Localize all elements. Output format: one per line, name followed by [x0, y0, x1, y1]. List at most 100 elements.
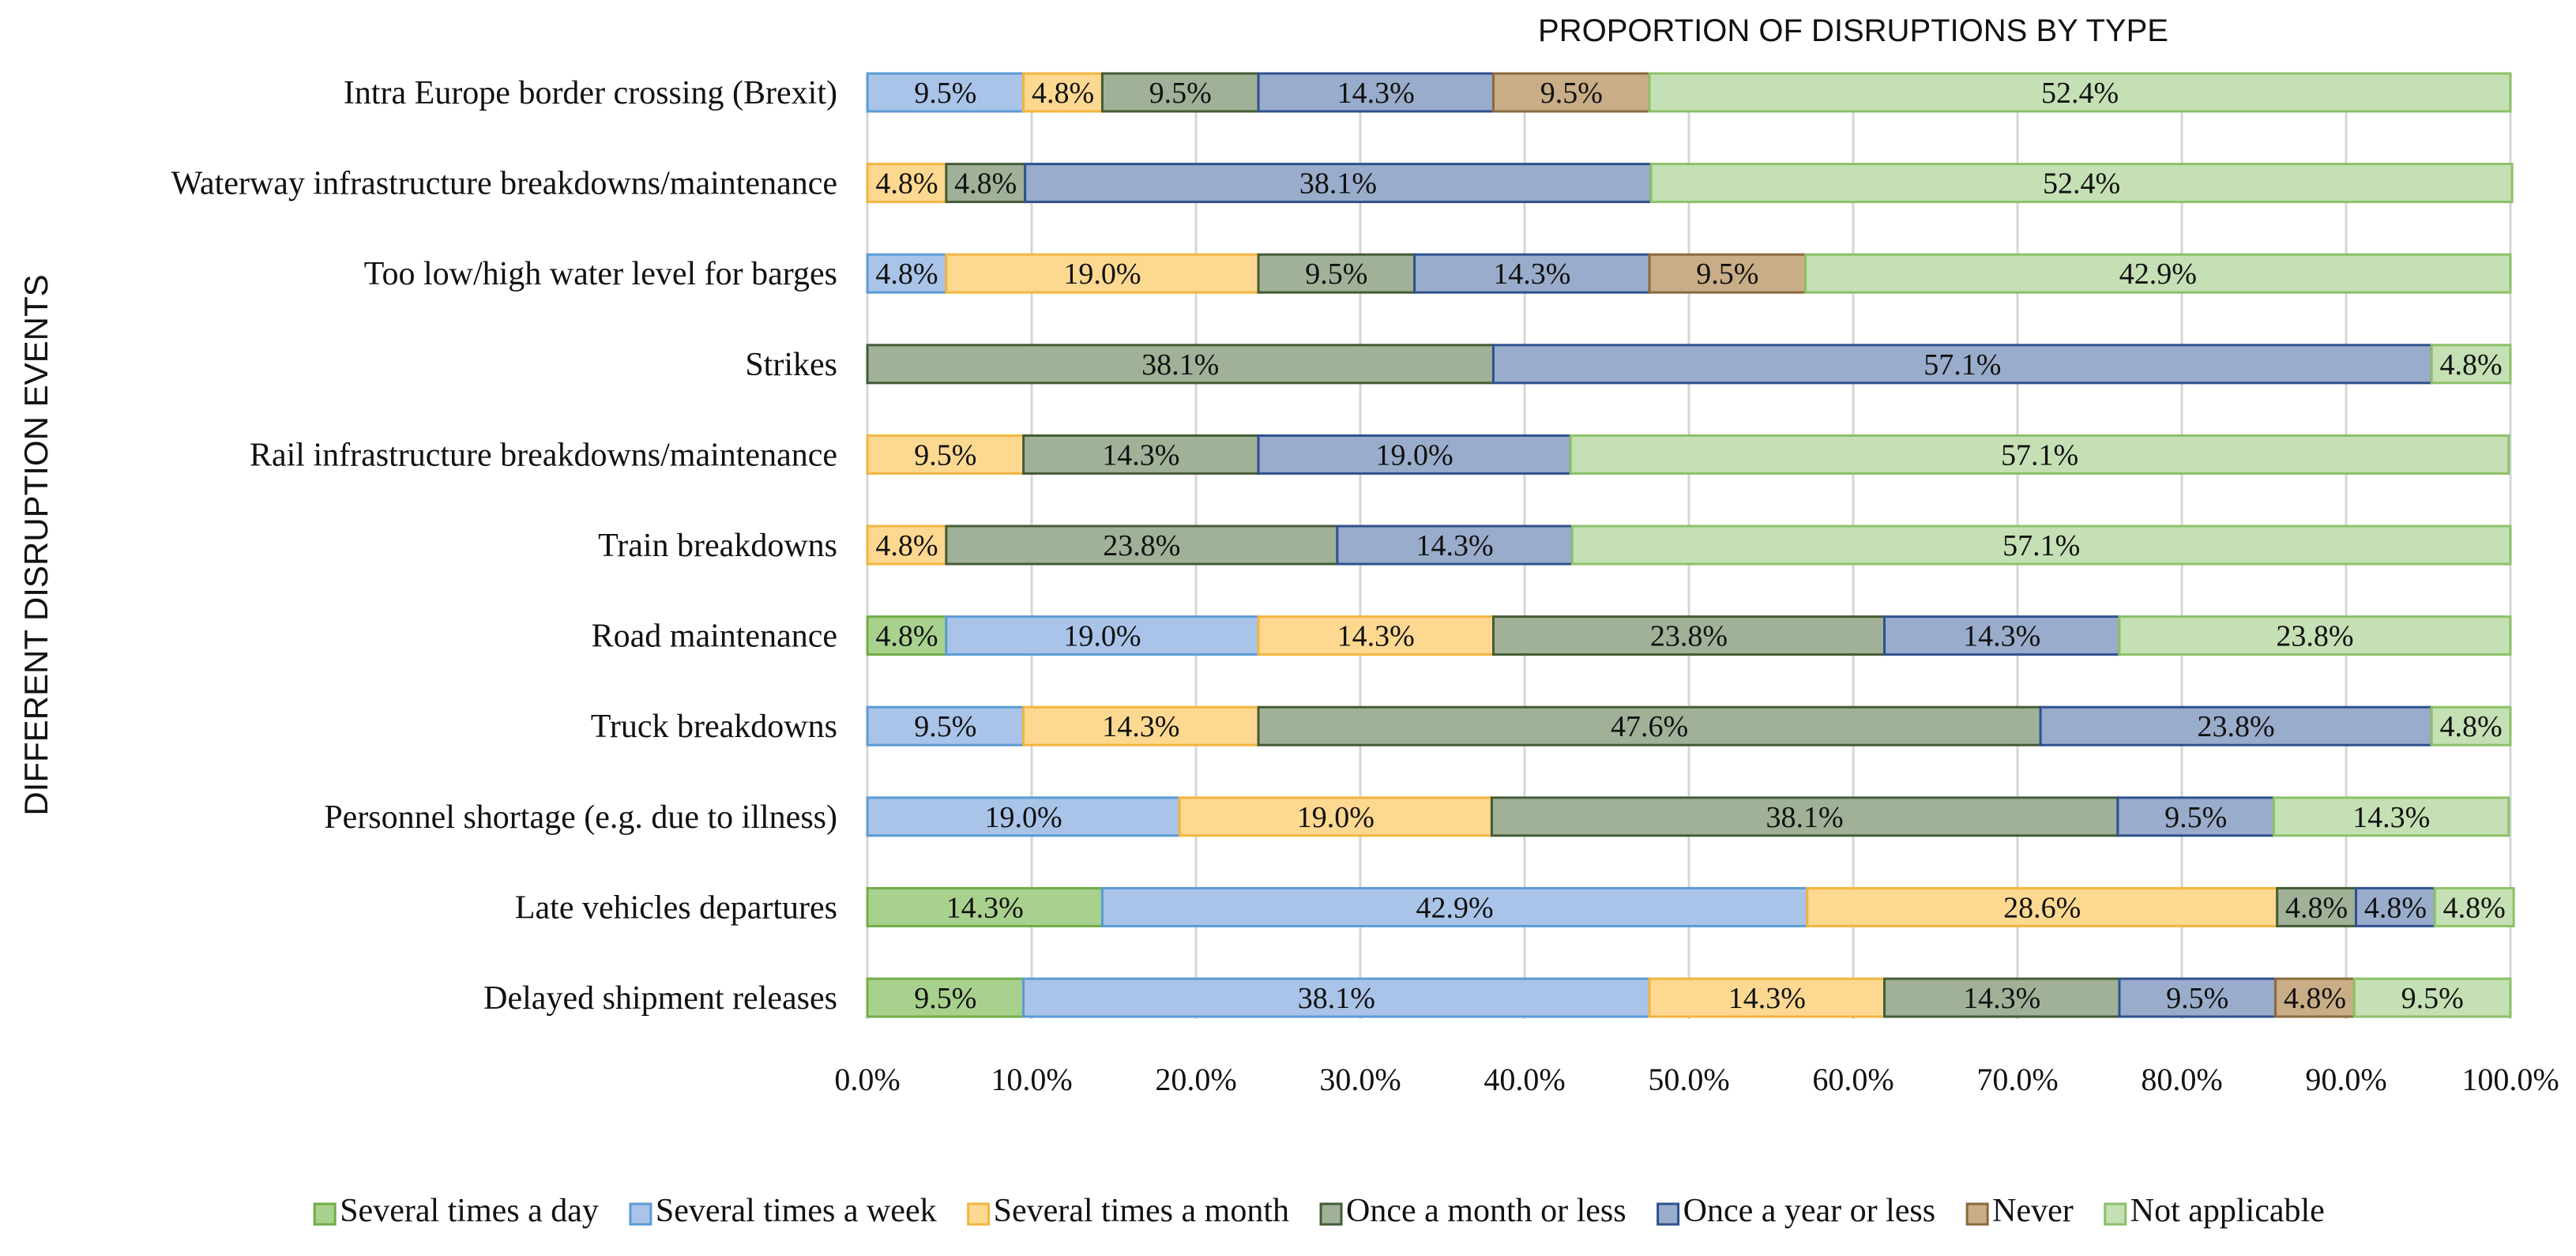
bars: 9.5% 4.8% 9.5% 14.3% 9.5% 52.4% 4.8% 4.8% 38.1% 5…	[866, 72, 2515, 1018]
data-label: 14.3%	[1728, 982, 1806, 1015]
bar-segment	[1491, 344, 2433, 385]
data-label: 4.8%	[875, 529, 938, 562]
x-tick-label: 60.0%	[1812, 1062, 1893, 1097]
x-tick-label: 50.0%	[1648, 1062, 1729, 1097]
category-label: Personnel shortage (e.g. due to illness)	[324, 799, 837, 836]
data-label: 14.3%	[1337, 77, 1415, 110]
data-label: 9.5%	[1305, 258, 1367, 291]
bar-segment	[2276, 886, 2357, 927]
y-axis-label: DIFFERENT DISRUPTION EVENTS	[17, 274, 55, 815]
legend-swatch	[967, 1202, 991, 1226]
bar-segment	[866, 796, 1181, 837]
bar-segment	[2274, 977, 2356, 1018]
data-label: 19.0%	[1063, 620, 1141, 653]
data-label: 4.8%	[2440, 348, 2503, 382]
data-label: 9.5%	[2164, 801, 2227, 834]
bar-segment	[2116, 796, 2275, 837]
bar-segment	[1649, 163, 2514, 204]
data-label: 4.8%	[2440, 710, 2503, 743]
bar-segment	[945, 615, 1260, 656]
category-label: Delayed shipment releases	[483, 980, 837, 1017]
data-label: 14.3%	[1963, 982, 2040, 1015]
data-label: 14.3%	[1493, 258, 1570, 291]
legend-label: Several times a month	[994, 1193, 1289, 1229]
bar-segment	[1883, 615, 2121, 656]
bar-segment	[1569, 434, 2510, 475]
data-label: 23.8%	[2276, 620, 2353, 653]
legend-item: Several times a week	[629, 1193, 937, 1229]
category-label: Strikes	[745, 347, 837, 383]
x-tick-label: 80.0%	[2141, 1062, 2222, 1097]
data-label: 9.5%	[1696, 258, 1758, 291]
data-label: 23.8%	[1650, 620, 1728, 653]
legend-item: Never	[1965, 1193, 2074, 1229]
category-label: Waterway infrastructure breakdowns/maint…	[171, 166, 837, 202]
bar-segment	[1648, 253, 1807, 294]
bar-segment	[866, 72, 1025, 113]
data-label: 19.0%	[1376, 438, 1453, 472]
data-label: 52.4%	[2041, 77, 2119, 110]
data-label: 9.5%	[2401, 982, 2464, 1015]
data-label: 28.6%	[2003, 891, 2081, 924]
bar-segment	[1024, 163, 1653, 204]
data-label: 42.9%	[2119, 258, 2197, 291]
data-label: 52.4%	[2043, 167, 2120, 201]
category-label: Road maintenance	[592, 619, 837, 655]
bar-segment	[2352, 977, 2512, 1018]
bar-segment	[1178, 796, 1493, 837]
legend-label: Not applicable	[2130, 1193, 2325, 1229]
legend-item: Several times a day	[313, 1193, 599, 1229]
legend-swatch	[2104, 1202, 2127, 1226]
data-label: 9.5%	[914, 438, 976, 472]
data-label: 14.3%	[946, 891, 1024, 924]
data-label: 14.3%	[2352, 801, 2430, 834]
legend-label: Several times a week	[656, 1193, 937, 1229]
category-label: Truck breakdowns	[591, 709, 837, 745]
data-label: 19.0%	[1063, 258, 1141, 291]
legend-label: Never	[1992, 1193, 2074, 1229]
data-label: 4.8%	[2443, 891, 2506, 924]
data-label: 47.6%	[1611, 710, 1688, 743]
data-label: 23.8%	[1103, 529, 1180, 562]
data-label: 42.9%	[1416, 891, 1494, 924]
data-label: 14.3%	[1416, 529, 1494, 562]
legend-label: Once a year or less	[1683, 1193, 1936, 1229]
data-label: 57.1%	[2001, 438, 2078, 472]
bar-segment	[866, 525, 948, 566]
data-label: 19.0%	[985, 801, 1062, 834]
bar-segment	[1804, 253, 2512, 294]
x-tick-label: 10.0%	[991, 1062, 1072, 1097]
bar-segment	[1022, 977, 1651, 1018]
data-label: 19.0%	[1297, 801, 1374, 834]
data-label: 23.8%	[2198, 710, 2275, 743]
legend-swatch	[313, 1202, 337, 1226]
bar-segment	[1648, 72, 2512, 113]
bar-segment	[2118, 977, 2277, 1018]
bar-segment	[1491, 615, 1886, 656]
bar-segment	[1648, 977, 1886, 1018]
data-label: 38.1%	[1299, 167, 1377, 201]
data-label: 14.3%	[1102, 710, 1179, 743]
category-label: Late vehicles departures	[515, 889, 837, 926]
x-tick-label: 0.0%	[834, 1062, 900, 1097]
x-tick-label: 70.0%	[1976, 1062, 2058, 1097]
data-label: 9.5%	[1149, 77, 1212, 110]
data-label: 4.8%	[2285, 891, 2348, 924]
data-label: 4.8%	[875, 620, 938, 653]
legend-label: Several times a day	[340, 1193, 599, 1229]
bar-segment	[1806, 886, 2279, 927]
bar-segment	[2430, 344, 2512, 385]
data-label: 38.1%	[1298, 982, 1375, 1015]
data-label: 4.8%	[1032, 77, 1094, 110]
bar-segment	[1022, 434, 1260, 475]
data-label: 9.5%	[914, 77, 976, 110]
bar-segment	[866, 977, 1025, 1018]
category-label: Intra Europe border crossing (Brexit)	[344, 75, 837, 111]
x-tick-label: 20.0%	[1155, 1062, 1236, 1097]
data-label: 4.8%	[954, 167, 1017, 201]
bar-segment	[1022, 72, 1104, 113]
legend-label: Once a month or less	[1346, 1193, 1626, 1229]
data-label: 57.1%	[2003, 529, 2080, 562]
category-label: Too low/high water level for barges	[364, 256, 837, 292]
